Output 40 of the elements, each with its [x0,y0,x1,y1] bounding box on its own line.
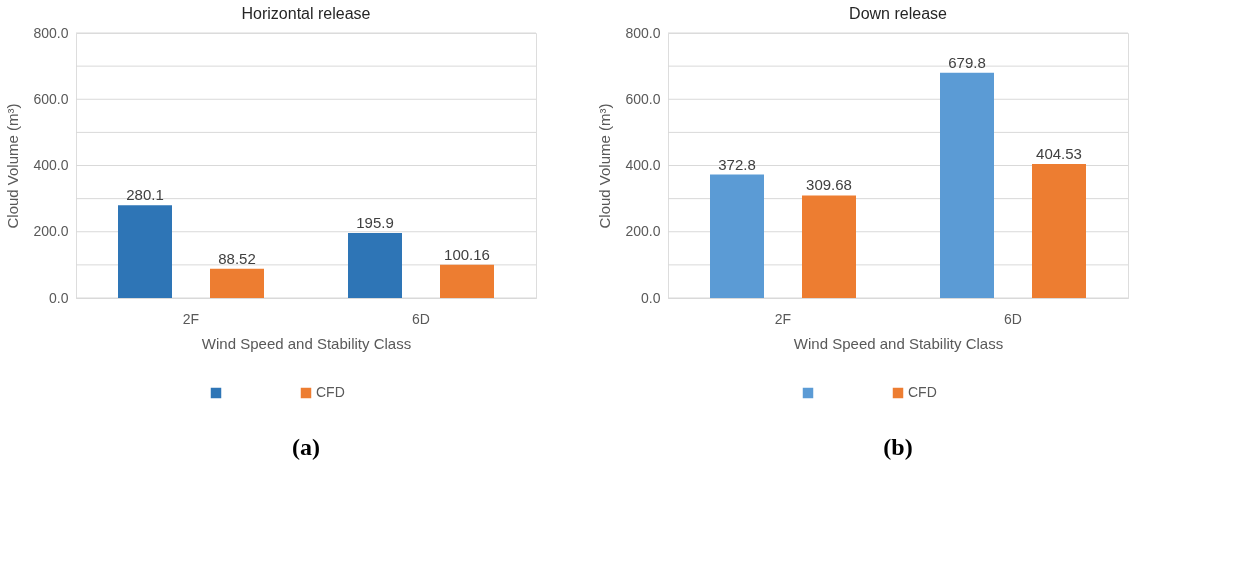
chart-title: Down release [849,5,948,22]
x-axis-title: Wind Speed and Stability Class [201,334,412,352]
data-label: 100.16 [444,245,490,263]
x-axis-title: Wind Speed and Stability Class [793,334,1004,352]
bar [940,72,994,298]
data-label: 404.53 [1036,145,1082,162]
y-tick-label: 600.0 [33,90,69,107]
y-tick-label: 200.0 [33,223,69,240]
data-label: 280.1 [126,186,164,204]
y-axis-title: Cloud Volume (m³) [4,103,22,229]
data-label: 309.68 [806,176,852,194]
y-tick-label: 400.0 [33,157,69,173]
bar [440,264,494,298]
x-tick-label: 2F [774,310,792,327]
text: (a) [292,434,320,460]
y-tick-label: 600.0 [625,90,661,107]
bar [118,205,172,298]
x-tick-label: 6D [412,310,430,327]
y-tick-label: 200.0 [625,223,661,240]
bar [802,195,856,298]
x-tick-label: 2F [182,310,200,327]
x-tick-label: 6D [1004,310,1022,327]
bar [1032,164,1086,298]
bar [210,268,264,298]
data-label: 195.9 [356,214,394,232]
y-tick-label: 0.0 [641,289,661,306]
y-axis-title: Cloud Volume (m³) [596,103,614,229]
chart-title: Horizontal release [241,5,371,22]
bar [710,174,764,298]
legend-label: CFD [908,384,937,400]
bar [348,233,402,298]
y-tick-label: 0.0 [49,289,69,306]
text: (b) [883,434,913,460]
data-label: 679.8 [948,53,986,71]
y-tick-label: 800.0 [625,24,661,41]
data-label: 88.52 [218,249,256,267]
data-label: 372.8 [718,155,756,173]
y-tick-label: 800.0 [33,24,69,41]
y-tick-label: 400.0 [625,157,661,173]
legend-label: CFD [316,384,345,400]
